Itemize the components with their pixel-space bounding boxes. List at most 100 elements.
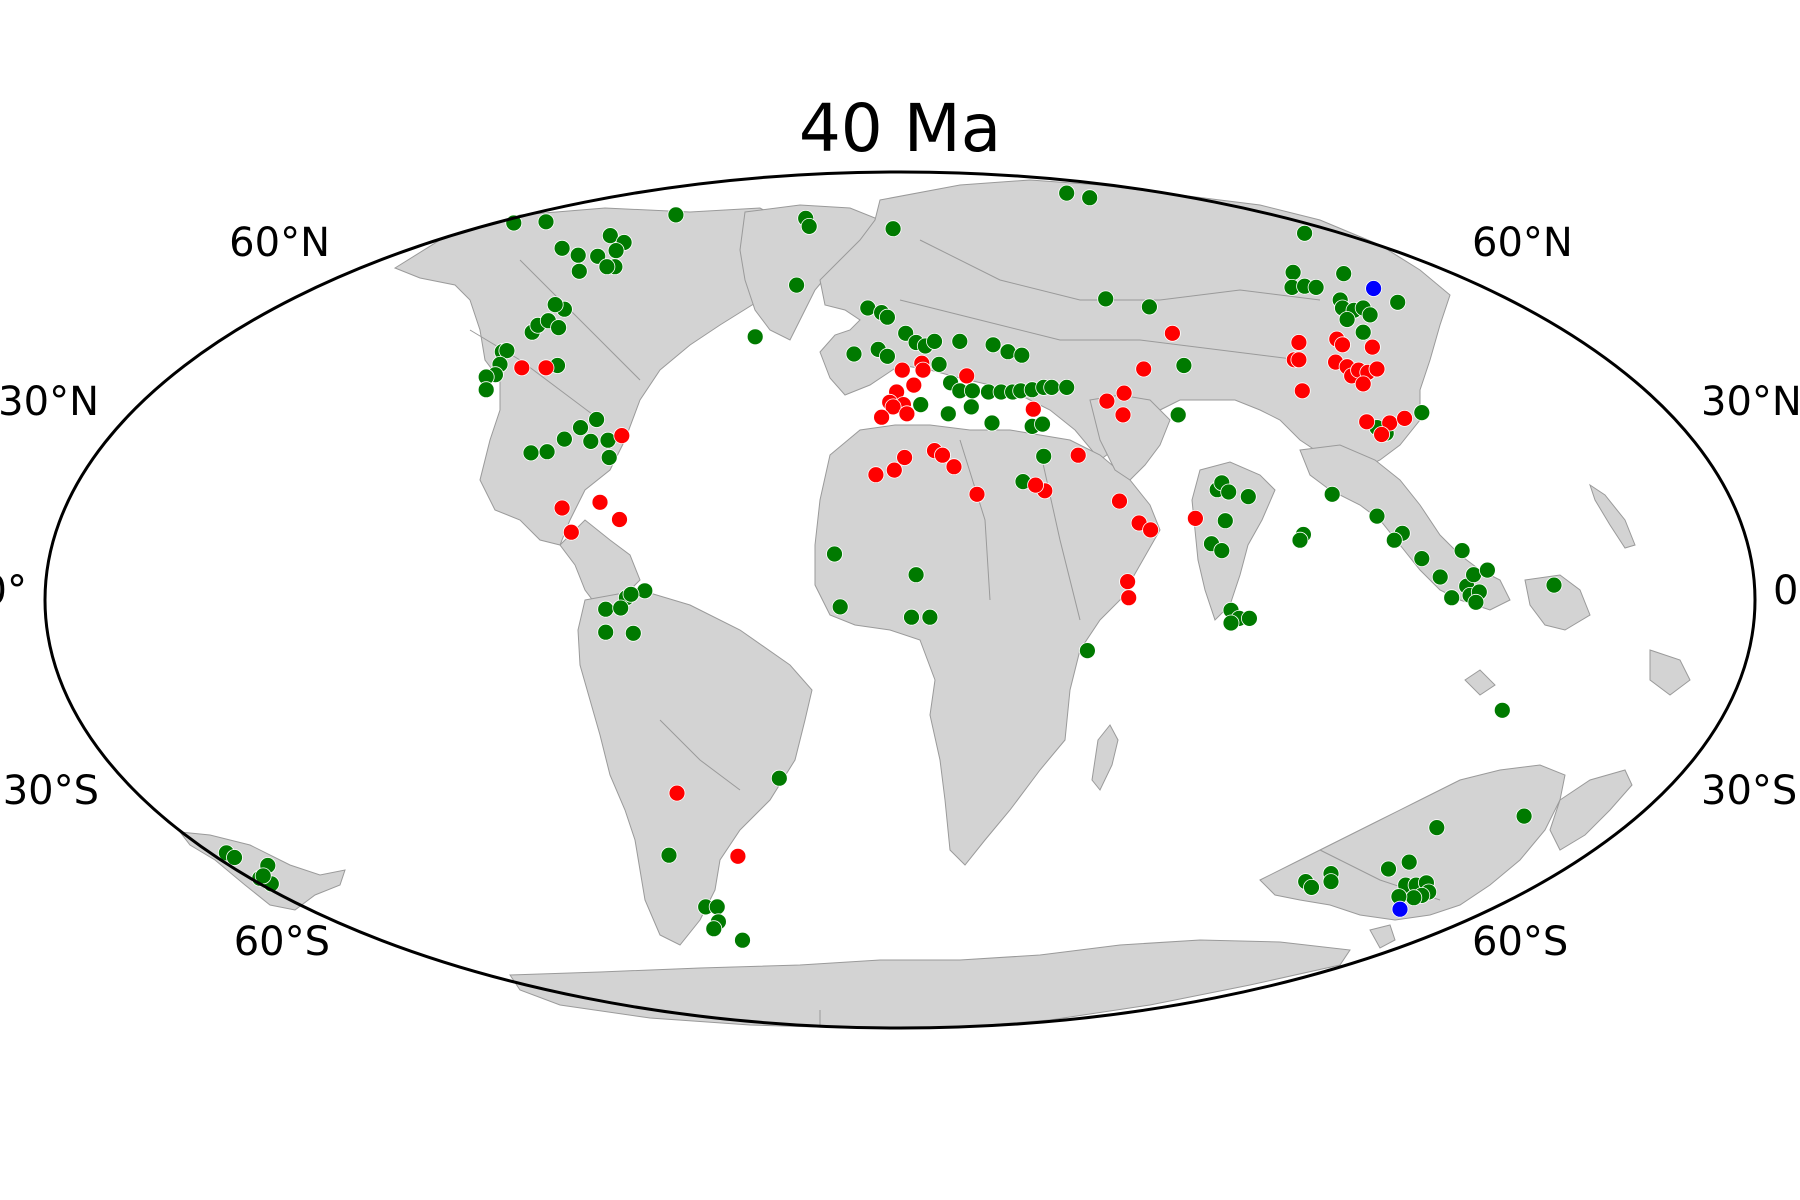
- site-marker-green: [845, 345, 863, 363]
- site-marker-green: [1385, 531, 1403, 549]
- site-marker-red: [613, 427, 631, 445]
- madagascar: [1091, 724, 1119, 791]
- site-marker-red: [893, 361, 911, 379]
- site-marker-red: [934, 446, 951, 464]
- site-marker-red: [1290, 351, 1308, 369]
- site-marker-red: [968, 485, 986, 503]
- site-marker-green: [1141, 298, 1158, 316]
- borneo-island: [1524, 574, 1591, 631]
- site-marker-red: [1396, 409, 1413, 427]
- site-marker-green: [1428, 819, 1446, 836]
- site-marker-green: [1213, 542, 1231, 559]
- site-marker-green: [607, 242, 625, 260]
- site-marker-green: [622, 585, 640, 603]
- site-markers: [217, 184, 1563, 949]
- site-marker-red: [1114, 406, 1132, 424]
- japan-arc: [1589, 483, 1636, 549]
- site-marker-green: [939, 405, 957, 423]
- site-marker-green: [1338, 311, 1356, 328]
- site-marker-red: [945, 458, 963, 476]
- site-marker-green: [1380, 860, 1397, 878]
- site-marker-red: [873, 408, 890, 426]
- site-marker-green: [1303, 879, 1320, 896]
- site-marker-red: [1334, 336, 1351, 354]
- site-marker-red: [1111, 492, 1128, 510]
- site-marker-green: [1515, 807, 1533, 825]
- site-marker-red: [668, 784, 686, 802]
- map-boundary: [43, 170, 1757, 1030]
- site-marker-green: [597, 600, 615, 618]
- site-marker-green: [1058, 184, 1076, 202]
- site-marker-green: [1081, 189, 1099, 207]
- site-marker-green: [984, 336, 1002, 354]
- site-marker-green: [788, 276, 805, 294]
- site-marker-green: [1354, 323, 1372, 341]
- site-marker-green: [962, 398, 980, 416]
- site-marker-green: [588, 411, 605, 428]
- site-marker-green: [770, 769, 788, 787]
- site-marker-red: [1368, 360, 1386, 378]
- site-marker-green: [660, 846, 678, 864]
- site-marker-green: [1043, 378, 1061, 396]
- site-marker-green: [569, 246, 587, 264]
- lat-label-60n-right: 60°N: [1472, 220, 1573, 266]
- site-marker-green: [1389, 293, 1407, 311]
- site-marker-green: [951, 332, 969, 350]
- lat-label-60s-right: 60°S: [1472, 919, 1568, 965]
- site-marker-green: [546, 296, 564, 314]
- new-zealand: [1549, 769, 1633, 851]
- south-america: [577, 589, 813, 946]
- site-marker-green: [598, 258, 616, 276]
- site-marker-green: [624, 624, 642, 642]
- site-marker-red: [562, 523, 580, 541]
- site-marker-green: [254, 867, 272, 885]
- site-marker-green: [1097, 290, 1115, 308]
- lat-label-30s-left: 30°S: [3, 768, 99, 814]
- lat-label-60s-left: 60°S: [234, 919, 330, 965]
- site-marker-green: [538, 443, 556, 461]
- site-marker-green: [831, 598, 849, 616]
- site-marker-green: [636, 582, 654, 600]
- site-marker-green: [912, 396, 930, 414]
- map-title: 40 Ma: [799, 90, 1001, 167]
- site-marker-green: [601, 227, 619, 245]
- site-marker-green: [1284, 263, 1302, 281]
- site-marker-green: [884, 220, 902, 238]
- site-marker-red: [914, 361, 932, 379]
- site-marker-green: [1335, 265, 1353, 283]
- site-marker-green: [572, 419, 589, 437]
- site-marker-green: [1479, 561, 1496, 579]
- site-marker-blue: [1365, 280, 1382, 297]
- lat-label-30n-left: 30°N: [0, 379, 99, 425]
- site-marker-green: [1220, 483, 1238, 501]
- site-marker-red: [1358, 413, 1376, 431]
- site-marker-green: [498, 342, 516, 360]
- site-marker-green: [708, 898, 726, 916]
- site-marker-green: [1058, 378, 1076, 396]
- site-marker-green: [1241, 610, 1258, 627]
- lat-label-eq-left: 0°: [0, 568, 27, 614]
- site-marker-red: [1069, 446, 1087, 464]
- arabia: [1089, 394, 1171, 481]
- site-marker-red: [1373, 426, 1390, 443]
- africa: [814, 424, 1161, 866]
- landmasses: [178, 179, 1691, 1029]
- site-marker-green: [1405, 889, 1423, 907]
- site-marker-green: [1175, 357, 1193, 374]
- site-marker-red: [885, 461, 903, 479]
- site-marker-red: [1098, 392, 1116, 410]
- site-marker-red: [1187, 510, 1204, 527]
- site-marker-red: [1364, 338, 1381, 356]
- site-marker-red: [1135, 360, 1153, 378]
- site-marker-red: [896, 449, 913, 466]
- site-marker-green: [800, 217, 818, 235]
- antarctica: [509, 939, 1351, 1029]
- site-marker-green: [537, 213, 555, 231]
- site-marker-green: [612, 599, 630, 617]
- site-marker-red: [867, 466, 885, 484]
- site-marker-green: [1035, 447, 1053, 465]
- site-marker-green: [597, 623, 615, 641]
- site-marker-green: [550, 319, 567, 337]
- site-marker-green: [1222, 614, 1240, 632]
- site-marker-green: [522, 444, 540, 462]
